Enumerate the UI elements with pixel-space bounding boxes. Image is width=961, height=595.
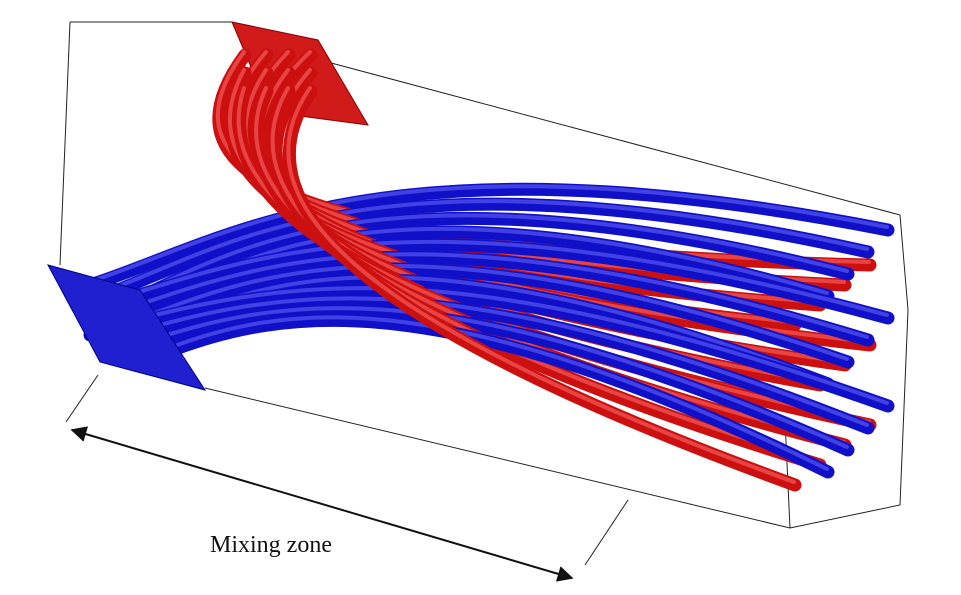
- extension-line: [65, 374, 99, 423]
- blue-tube: [83, 182, 895, 292]
- blue-tube: [158, 313, 835, 479]
- dimension-arrow: [70, 426, 574, 582]
- extension-line: [584, 499, 629, 566]
- red-tube: [286, 86, 796, 484]
- blue-tube: [137, 213, 849, 296]
- blue-tube: [87, 184, 889, 284]
- mixing-zone-label: Mixing zone: [210, 532, 332, 558]
- blue-tube: [133, 304, 855, 457]
- streamtubes: [83, 48, 895, 492]
- blue-tube: [108, 197, 875, 298]
- blue-tube: [112, 199, 869, 290]
- box-wireframe: [59, 21, 909, 529]
- blue-tube: [162, 315, 829, 471]
- blue-tube: [137, 306, 849, 449]
- blue-tube: [108, 294, 875, 435]
- blue-inlet: [47, 264, 207, 391]
